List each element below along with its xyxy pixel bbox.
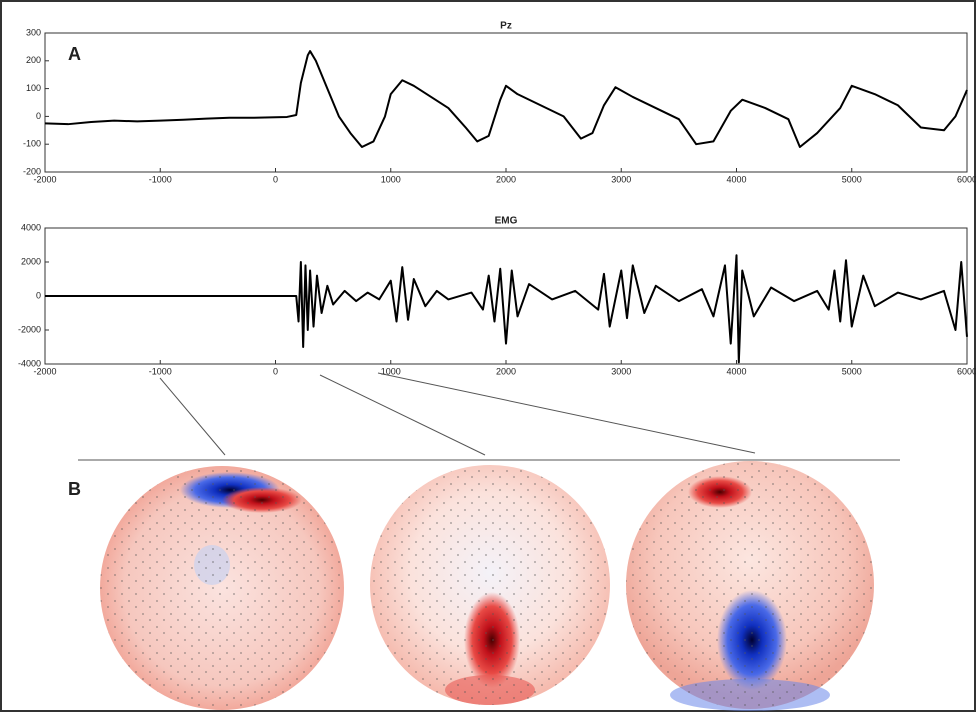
x-tick-label: 0: [273, 174, 278, 184]
plot-area: [44, 32, 968, 173]
x-tick-label: 3000: [611, 366, 631, 376]
y-tick-label: 200: [26, 55, 41, 65]
chart-title: Pz: [500, 21, 512, 32]
y-tick-label: -4000: [18, 358, 41, 368]
y-tick-label: 100: [26, 83, 41, 93]
x-tick-label: 3000: [611, 174, 631, 184]
topomap: [626, 461, 874, 711]
x-tick-label: -2000: [33, 174, 56, 184]
x-tick-label: 6000: [957, 174, 976, 184]
x-tick-label: -2000: [33, 366, 56, 376]
y-tick-label: -100: [23, 139, 41, 149]
data-line: [45, 254, 968, 364]
x-tick-label: 5000: [842, 366, 862, 376]
x-tick-label: 2000: [496, 366, 516, 376]
y-tick-label: -2000: [18, 324, 41, 334]
topomap: [100, 466, 344, 710]
y-tick-label: -200: [23, 166, 41, 176]
x-tick-label: -1000: [149, 174, 172, 184]
x-tick-label: 6000: [957, 366, 976, 376]
y-tick-label: 4000: [21, 222, 41, 232]
y-tick-label: 300: [26, 27, 41, 37]
x-tick-label: -1000: [149, 366, 172, 376]
x-tick-label: 4000: [726, 174, 746, 184]
data-line: [44, 50, 968, 148]
y-tick-label: 0: [36, 290, 41, 300]
panel-label: A: [68, 44, 81, 64]
chart-title: EMG: [495, 216, 518, 227]
x-tick-label: 1000: [381, 174, 401, 184]
y-tick-label: 2000: [21, 256, 41, 266]
x-tick-label: 2000: [496, 174, 516, 184]
connectors: [78, 372, 900, 461]
y-tick-label: 0: [36, 111, 41, 121]
topomap: [370, 465, 610, 705]
panel-label: B: [68, 479, 81, 499]
x-tick-label: 1000: [381, 366, 401, 376]
x-tick-label: 4000: [726, 366, 746, 376]
x-tick-label: 5000: [842, 174, 862, 184]
x-tick-label: 0: [273, 366, 278, 376]
